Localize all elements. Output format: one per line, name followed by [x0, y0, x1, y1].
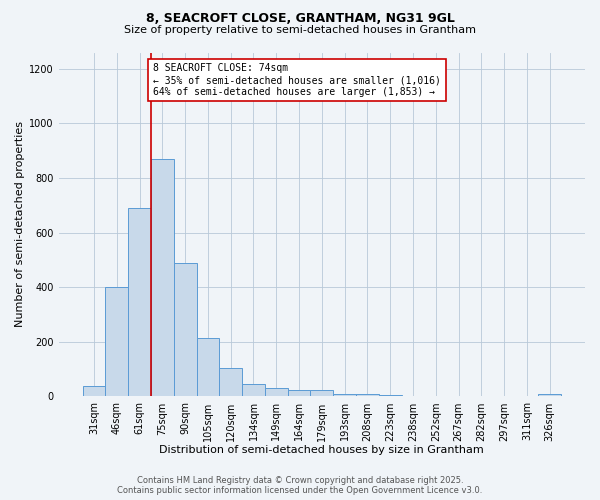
Y-axis label: Number of semi-detached properties: Number of semi-detached properties	[15, 122, 25, 328]
Bar	[174, 262, 197, 396]
Text: Contains HM Land Registry data © Crown copyright and database right 2025.
Contai: Contains HM Land Registry data © Crown c…	[118, 476, 482, 495]
X-axis label: Distribution of semi-detached houses by size in Grantham: Distribution of semi-detached houses by …	[160, 445, 484, 455]
Text: Size of property relative to semi-detached houses in Grantham: Size of property relative to semi-detach…	[124, 25, 476, 35]
Bar	[538, 394, 561, 396]
Bar	[287, 390, 310, 396]
Bar	[333, 394, 356, 396]
Bar	[379, 395, 401, 396]
Text: 8 SEACROFT CLOSE: 74sqm
← 35% of semi-detached houses are smaller (1,016)
64% of: 8 SEACROFT CLOSE: 74sqm ← 35% of semi-de…	[153, 64, 441, 96]
Bar	[310, 390, 333, 396]
Bar	[151, 159, 174, 396]
Bar	[197, 338, 219, 396]
Bar	[83, 386, 106, 396]
Bar	[265, 388, 287, 396]
Bar	[356, 394, 379, 396]
Bar	[128, 208, 151, 396]
Bar	[219, 368, 242, 396]
Text: 8, SEACROFT CLOSE, GRANTHAM, NG31 9GL: 8, SEACROFT CLOSE, GRANTHAM, NG31 9GL	[146, 12, 454, 26]
Bar	[242, 384, 265, 396]
Bar	[106, 288, 128, 397]
